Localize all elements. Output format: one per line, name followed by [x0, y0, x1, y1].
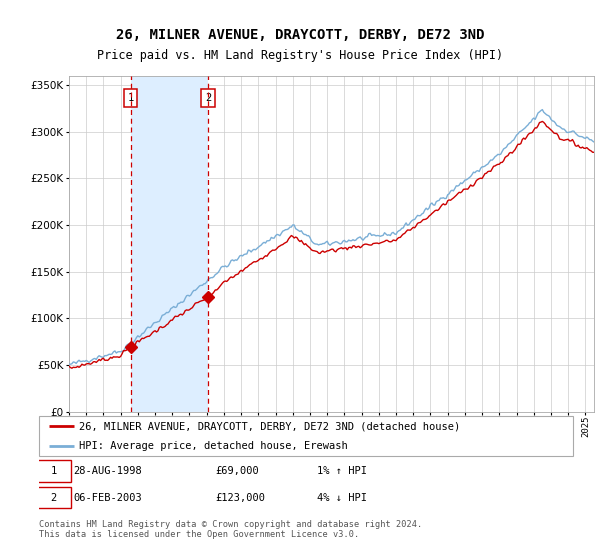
Text: 2: 2 [50, 492, 57, 502]
Text: Contains HM Land Registry data © Crown copyright and database right 2024.
This d: Contains HM Land Registry data © Crown c… [39, 520, 422, 539]
Text: HPI: Average price, detached house, Erewash: HPI: Average price, detached house, Erew… [79, 441, 348, 451]
Text: £123,000: £123,000 [215, 492, 265, 502]
Text: 1: 1 [128, 93, 134, 103]
Text: 26, MILNER AVENUE, DRAYCOTT, DERBY, DE72 3ND: 26, MILNER AVENUE, DRAYCOTT, DERBY, DE72… [116, 28, 484, 42]
Text: Price paid vs. HM Land Registry's House Price Index (HPI): Price paid vs. HM Land Registry's House … [97, 49, 503, 63]
Text: 28-AUG-1998: 28-AUG-1998 [74, 466, 142, 476]
Bar [131, 76, 208, 412]
Text: 26, MILNER AVENUE, DRAYCOTT, DERBY, DE72 3ND (detached house): 26, MILNER AVENUE, DRAYCOTT, DERBY, DE72… [79, 421, 460, 431]
FancyBboxPatch shape [37, 487, 71, 508]
Text: 1% ↑ HPI: 1% ↑ HPI [317, 466, 367, 476]
Text: 4% ↓ HPI: 4% ↓ HPI [317, 492, 367, 502]
FancyBboxPatch shape [37, 460, 71, 482]
Text: £69,000: £69,000 [215, 466, 259, 476]
Text: 1: 1 [50, 466, 57, 476]
Text: 2: 2 [205, 93, 211, 103]
FancyBboxPatch shape [39, 416, 573, 456]
Text: 06-FEB-2003: 06-FEB-2003 [74, 492, 142, 502]
